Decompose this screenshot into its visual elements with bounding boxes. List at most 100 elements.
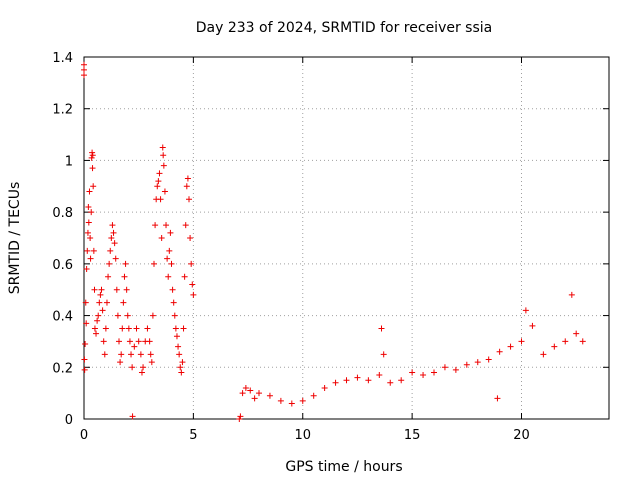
y-tick-label: 1 xyxy=(65,154,73,169)
data-point xyxy=(113,286,120,293)
data-point xyxy=(94,317,101,324)
data-point xyxy=(106,260,113,267)
data-point xyxy=(123,286,130,293)
data-point xyxy=(156,170,163,177)
data-point xyxy=(95,312,102,319)
data-point xyxy=(152,222,159,229)
data-point xyxy=(177,364,184,371)
data-point xyxy=(266,392,273,399)
data-point xyxy=(172,325,179,332)
data-point xyxy=(182,222,189,229)
data-point xyxy=(133,325,140,332)
data-point xyxy=(169,286,176,293)
data-point xyxy=(87,255,94,262)
data-point xyxy=(88,154,95,161)
data-point xyxy=(83,320,90,327)
data-point xyxy=(90,183,97,190)
data-point xyxy=(485,356,492,363)
data-point xyxy=(380,351,387,358)
data-point xyxy=(188,260,195,267)
plot-frame xyxy=(83,56,610,420)
data-point xyxy=(562,338,569,345)
data-point xyxy=(496,348,503,355)
data-point xyxy=(129,364,136,371)
data-point xyxy=(126,338,133,345)
data-point xyxy=(159,144,166,151)
data-point xyxy=(237,413,244,420)
data-point xyxy=(160,162,167,169)
data-point xyxy=(170,299,177,306)
data-point xyxy=(431,369,437,376)
data-point xyxy=(251,395,258,402)
data-point xyxy=(116,338,122,345)
data-point xyxy=(108,235,115,241)
data-point xyxy=(128,351,135,358)
data-point xyxy=(247,387,254,394)
data-point xyxy=(81,366,88,373)
data-point xyxy=(452,366,459,373)
data-point xyxy=(99,307,106,314)
data-point xyxy=(129,413,136,420)
data-point xyxy=(474,359,481,366)
data-point xyxy=(121,273,128,280)
data-point xyxy=(507,343,514,350)
data-point xyxy=(239,390,246,397)
data-point xyxy=(165,273,172,280)
data-point xyxy=(256,390,262,397)
data-point xyxy=(190,291,197,298)
data-point xyxy=(579,338,586,345)
data-point xyxy=(120,299,127,306)
data-point xyxy=(167,229,174,236)
data-point xyxy=(151,260,157,267)
data-point xyxy=(86,188,93,195)
data-point xyxy=(124,312,131,319)
data-point xyxy=(81,356,88,363)
data-point xyxy=(88,209,95,216)
x-tick-label: 0 xyxy=(80,428,88,443)
data-point xyxy=(87,235,94,241)
data-point xyxy=(321,384,328,391)
data-point xyxy=(187,235,194,241)
data-point xyxy=(387,379,394,386)
y-tick-label: 0.4 xyxy=(52,310,73,325)
data-point xyxy=(101,351,108,358)
data-point xyxy=(125,325,132,332)
data-point xyxy=(158,235,165,241)
data-point xyxy=(277,397,284,404)
data-point xyxy=(365,377,372,384)
data-point xyxy=(163,222,170,229)
data-point xyxy=(441,364,448,371)
y-tick-label: 0.6 xyxy=(52,258,73,273)
data-point xyxy=(100,338,107,345)
data-point xyxy=(180,325,187,332)
data-point xyxy=(138,369,145,376)
data-point xyxy=(89,152,96,159)
data-point xyxy=(155,178,162,185)
data-point xyxy=(288,400,295,407)
x-tick-label: 5 xyxy=(189,428,197,443)
data-point xyxy=(189,281,196,288)
data-point xyxy=(111,240,118,247)
data-point xyxy=(242,384,249,391)
data-point xyxy=(140,364,147,371)
data-point xyxy=(154,183,161,190)
data-point xyxy=(166,247,173,254)
data-point xyxy=(378,325,385,332)
data-point xyxy=(179,359,186,366)
data-point xyxy=(176,351,183,358)
data-point xyxy=(91,286,98,293)
data-point xyxy=(102,325,109,332)
data-point xyxy=(149,312,156,319)
x-tick-label: 15 xyxy=(404,428,421,443)
data-point xyxy=(299,397,306,404)
data-point xyxy=(81,72,87,79)
data-point xyxy=(398,377,405,384)
data-point xyxy=(114,312,121,319)
data-point xyxy=(109,222,116,229)
data-point xyxy=(144,325,151,332)
data-point xyxy=(157,196,164,203)
data-point xyxy=(137,351,144,358)
y-axis-label: SRMTID / TECUs xyxy=(7,182,23,295)
y-tick-label: 1.2 xyxy=(52,103,73,118)
y-tick-label: 0 xyxy=(65,413,73,428)
